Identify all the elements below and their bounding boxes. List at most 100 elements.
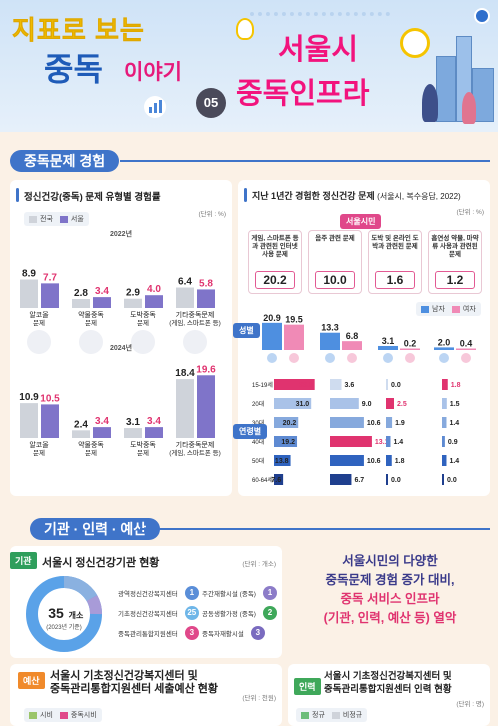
age-bar [386, 436, 391, 447]
data-label: 19.6 [196, 364, 216, 375]
data-label: 33.9 [299, 382, 313, 389]
male-icon [325, 353, 335, 363]
year-label: 2022년 [110, 229, 132, 238]
header-line3: 이야기 [124, 61, 182, 84]
problem-type-label: 음주 관련 문제 [315, 235, 355, 242]
budget-title-line2: 중독관리통합지원센터 세출예산 현황 [50, 683, 219, 695]
left-legend: 전국 서울 [24, 212, 89, 226]
institution-label: 주간재활시설 (중독) [202, 591, 256, 598]
legend-female: 여자 [462, 306, 476, 313]
bar-seoul [145, 427, 163, 438]
institution-count: 1 [184, 586, 199, 600]
person-illustration [422, 84, 438, 122]
category-label: 문제 [137, 449, 149, 457]
title-accent [16, 188, 19, 202]
bar-seoul [93, 427, 111, 438]
data-label: 8.9 [22, 269, 36, 280]
staff-unit: (단위 : 명) [456, 701, 484, 708]
data-label: 3.1 [126, 417, 140, 428]
data-label: 3.6 [345, 382, 355, 389]
data-label: 10.6 [367, 420, 381, 427]
data-label: 6.4 [178, 277, 192, 288]
institutions-panel: 기관 서울시 정신건강기관 현황 (단위 : 개소) 35 개소 (2023년 … [10, 546, 282, 658]
legend-swatch-female [451, 305, 460, 313]
data-label: 5.8 [199, 278, 213, 289]
section-divider [120, 160, 490, 162]
bar-seoul [93, 297, 111, 308]
institution-count: 2 [262, 606, 277, 620]
category-label: 문제 [33, 319, 45, 327]
institution-label: 중독관리통합지원센터 [118, 631, 178, 638]
age-bar [442, 417, 447, 428]
alcohol-icon [27, 330, 51, 354]
gender-legend: 남자 여자 [416, 302, 481, 316]
data-label: 3.4 [147, 416, 161, 427]
bar-national [124, 298, 142, 308]
age-bar [442, 398, 447, 409]
budget-panel: 예산 서울시 기초정신건강복지센터 및 중독관리통합지원센터 세출예산 현황 (… [10, 664, 282, 726]
data-label: 6.8 [346, 331, 359, 341]
age-bar [386, 455, 392, 466]
male-icon [267, 353, 277, 363]
header-line2: 중독 [44, 51, 103, 87]
data-label: 7.6 [271, 477, 281, 484]
donut-segment [63, 575, 98, 602]
category-label: 약물중독 [78, 440, 104, 449]
legend-addiction-city: 중독시비 [70, 712, 97, 719]
age-bar [274, 379, 315, 390]
bar-national [72, 430, 90, 438]
legend-seoul: 서울 [70, 216, 84, 223]
data-label: 13.3 [321, 323, 339, 333]
message-line2: 중독문제 경험 증가 대비, [325, 573, 455, 587]
legend-swatch-male [421, 305, 429, 313]
data-label: 20.2 [283, 420, 297, 427]
right-panel-title: 지난 1년간 경험한 정신건강 문제 (서울시, 복수응답, 2022) [252, 189, 461, 202]
age-bar [330, 417, 364, 428]
age-bar [274, 398, 312, 409]
legend-swatch-addiction-city [59, 711, 68, 719]
category-label: (게임, 스마트폰 등) [169, 448, 221, 457]
problem-type-label: 게임, 스마트폰 등과 관련된 인터넷 사용 문제 [251, 235, 299, 258]
age-bar [386, 417, 393, 428]
institution-label: 공동생활가정 (중독) [202, 611, 256, 618]
female-icon [461, 353, 471, 363]
data-label: 3.1 [382, 336, 395, 346]
data-label: 6.7 [354, 477, 364, 484]
bar-seoul [197, 375, 215, 438]
legend-swatch-city [29, 711, 37, 719]
message-line3: 중독 서비스 인프라 [340, 592, 440, 606]
pill-icon [79, 330, 103, 354]
category-label: 기타중독문제 [176, 310, 215, 319]
age-group-label: 40대 [252, 438, 264, 446]
seoul-value-card: 도박 및 온라인 도박과 관련된 문제 1.6 [368, 230, 422, 294]
right-panel-title-main: 지난 1년간 경험한 정신건강 문제 [252, 191, 375, 201]
seoul-value: 10.0 [315, 271, 355, 289]
age-group-label: 15-19세 [252, 381, 273, 389]
age-bar [386, 379, 388, 390]
category-label: 문제 [137, 319, 149, 327]
budget-legend: 시비 중독시비 [24, 708, 102, 722]
institution-count: 1 [262, 586, 277, 600]
staff-panel: 인력 서울시 기초정신건강복지센터 및 중독관리통합지원센터 인력 현황 (단위… [288, 664, 490, 726]
female-icon [289, 353, 299, 363]
header-line1: 지표로 보는 [12, 15, 145, 46]
male-icon [439, 353, 449, 363]
title-accent [244, 188, 247, 202]
institution-label: 중독자재활시설 [202, 631, 244, 638]
institution-row: 중독관리통합지원센터 3 [114, 626, 199, 640]
bar-seoul [145, 295, 163, 308]
data-label: 31.0 [296, 401, 310, 408]
staff-title-line2: 중독관리통합지원센터 인력 현황 [324, 684, 452, 695]
female-icon [405, 353, 415, 363]
data-label: 10.5 [40, 393, 60, 404]
bar-female [400, 348, 420, 350]
mental-health-problems-panel: 지난 1년간 경험한 정신건강 문제 (서울시, 복수응답, 2022) (단위… [238, 180, 490, 496]
data-label: 9.0 [362, 401, 372, 408]
data-label: 4.0 [147, 284, 161, 295]
data-label: 18.4 [175, 368, 195, 379]
gear-icon [400, 28, 430, 58]
lightbulb-icon [236, 18, 254, 40]
main-title: 서울시 중독인프라 [230, 20, 424, 116]
data-label: 0.4 [460, 339, 473, 349]
institution-row: 공동생활가정 (중독) 2 [198, 606, 277, 620]
